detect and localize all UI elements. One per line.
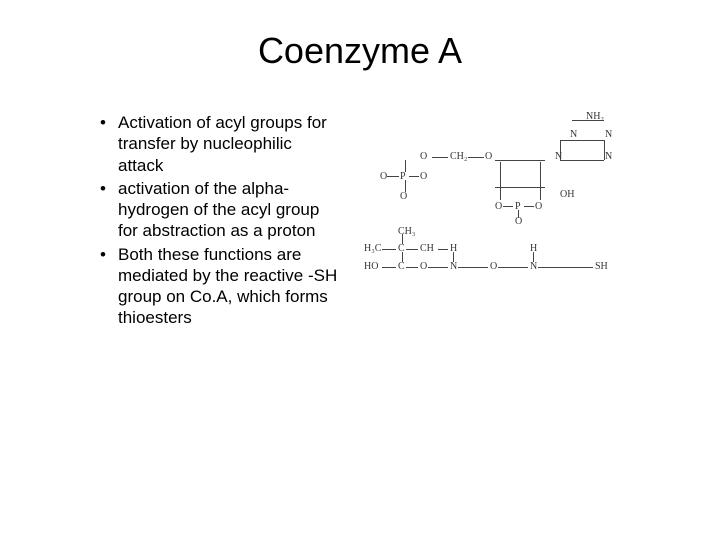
chem-bond — [382, 267, 396, 268]
chem-bond — [604, 140, 605, 160]
chem-bond — [453, 252, 454, 262]
bullet-item: Activation of acyl groups for transfer b… — [100, 112, 340, 176]
chem-bond — [468, 157, 484, 158]
chem-label: O — [535, 202, 542, 212]
chem-label: O — [485, 152, 492, 162]
slide: Coenzyme A Activation of acyl groups for… — [0, 0, 720, 540]
chem-label: N — [605, 130, 612, 140]
chem-bond — [498, 267, 528, 268]
chem-bond — [560, 160, 604, 161]
bullet-list: Activation of acyl groups for transfer b… — [40, 112, 340, 332]
chem-bond — [540, 162, 541, 200]
chem-bond — [500, 162, 501, 200]
chem-bond — [402, 234, 403, 244]
chem-bond — [406, 267, 418, 268]
chem-bond — [538, 267, 593, 268]
chem-label: CH₃ — [398, 227, 415, 237]
chem-bond — [402, 252, 403, 262]
chem-label: HO — [364, 262, 378, 272]
chem-label: N — [530, 262, 537, 272]
chem-bond — [572, 120, 604, 121]
chem-bond — [382, 249, 396, 250]
chem-bond — [409, 176, 419, 177]
chem-bond — [405, 160, 406, 172]
chem-label: O — [420, 152, 427, 162]
chem-label: SH — [595, 262, 608, 272]
chem-label: N — [570, 130, 577, 140]
chem-bond — [503, 206, 513, 207]
chem-bond — [428, 267, 448, 268]
chem-label: O — [380, 172, 387, 182]
page-title: Coenzyme A — [40, 30, 680, 72]
chem-bond — [458, 267, 488, 268]
bullet-item: Both these functions are mediated by the… — [100, 244, 340, 329]
chem-label: O — [420, 172, 427, 182]
chem-bond — [406, 249, 418, 250]
chem-bond — [405, 180, 406, 192]
chem-bond — [432, 157, 448, 158]
chem-label: O — [420, 262, 427, 272]
bullet-item: activation of the alpha-hydrogen of the … — [100, 178, 340, 242]
chem-label: C — [398, 262, 405, 272]
chem-label: N — [605, 152, 612, 162]
chem-label: H₃C — [364, 244, 381, 254]
content-row: Activation of acyl groups for transfer b… — [40, 112, 680, 332]
chem-bond — [518, 210, 519, 218]
chem-bond — [387, 176, 399, 177]
chem-label: CH — [420, 244, 434, 254]
chem-bond — [495, 187, 545, 188]
chem-label: O — [515, 217, 522, 227]
chem-label: O — [490, 262, 497, 272]
chemical-structure-diagram: NH₂NNNNOCH₂OOPOOOOOHPOCH₃H₃CCCHHHOCONONH… — [360, 112, 680, 332]
chem-label: O — [400, 192, 407, 202]
chem-bond — [524, 206, 534, 207]
chem-label: OH — [560, 190, 574, 200]
chem-bond — [438, 249, 448, 250]
chem-bond — [560, 140, 561, 160]
chem-label: O — [495, 202, 502, 212]
chem-label: N — [450, 262, 457, 272]
chem-bond — [533, 252, 534, 262]
chem-bond — [560, 140, 604, 141]
chem-label: CH₂ — [450, 152, 467, 162]
chem-bond — [495, 160, 545, 161]
